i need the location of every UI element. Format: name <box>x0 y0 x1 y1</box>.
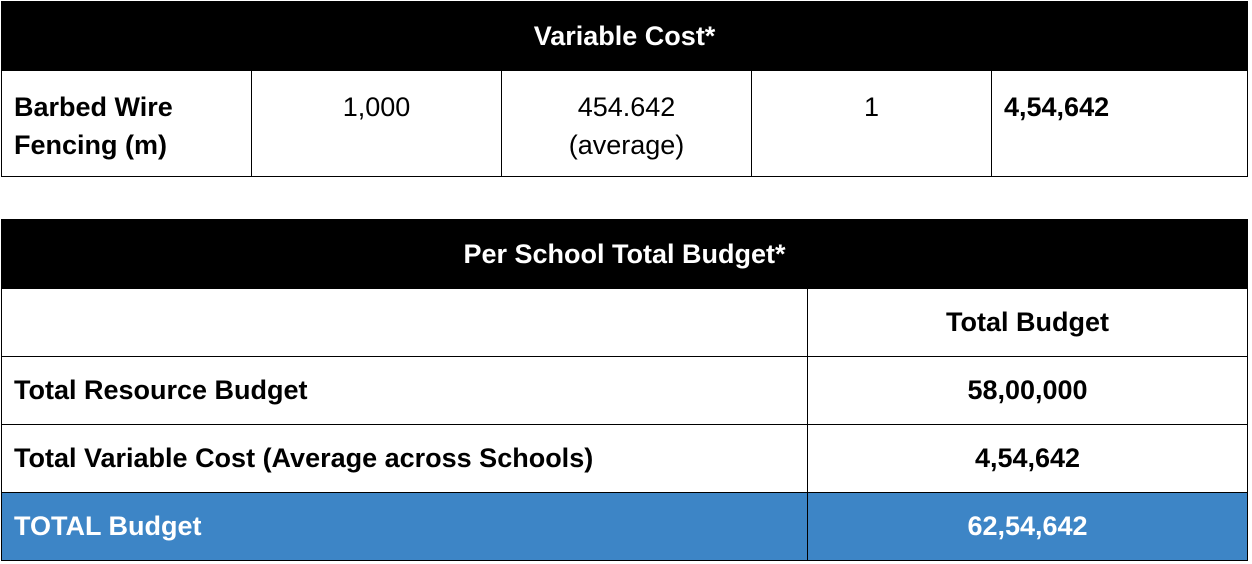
rate-cell: 454.642 (average) <box>501 70 752 177</box>
row-label: Total Variable Cost (Average across Scho… <box>1 424 808 493</box>
quantity-cell: 1,000 <box>251 70 502 177</box>
variable-cost-title: Variable Cost* <box>0 1 1249 71</box>
total-cell: 4,54,642 <box>990 70 1249 177</box>
item-cell: Barbed Wire Fencing (m) <box>1 70 252 177</box>
table-row: Total Resource Budget 58,00,000 <box>1 356 1248 425</box>
total-budget-header: Total Budget <box>807 288 1248 357</box>
total-budget-row: TOTAL Budget 62,54,642 <box>1 492 1248 561</box>
item-name-line2: Fencing (m) <box>14 130 167 160</box>
school-budget-title: Per School Total Budget* <box>1 219 1248 289</box>
row-label: TOTAL Budget <box>1 492 808 561</box>
row-value: 58,00,000 <box>807 356 1248 425</box>
row-label: Total Resource Budget <box>1 356 808 425</box>
school-budget-table: Per School Total Budget* Total Budget To… <box>1 219 1248 561</box>
item-name-line1: Barbed Wire <box>14 92 173 122</box>
table-row: Total Variable Cost (Average across Scho… <box>1 424 1248 493</box>
variable-cost-table: Variable Cost* Barbed Wire Fencing (m) 1… <box>0 1 1249 177</box>
table-row: Barbed Wire Fencing (m) 1,000 454.642 (a… <box>1 70 1249 177</box>
row-value: 62,54,642 <box>807 492 1248 561</box>
rate-note: (average) <box>568 130 685 160</box>
rate-value: 454.642 <box>577 92 676 122</box>
row-value: 4,54,642 <box>807 424 1248 493</box>
column-header-row: Total Budget <box>1 288 1248 357</box>
empty-header-cell <box>1 288 808 357</box>
units-cell: 1 <box>751 70 992 177</box>
